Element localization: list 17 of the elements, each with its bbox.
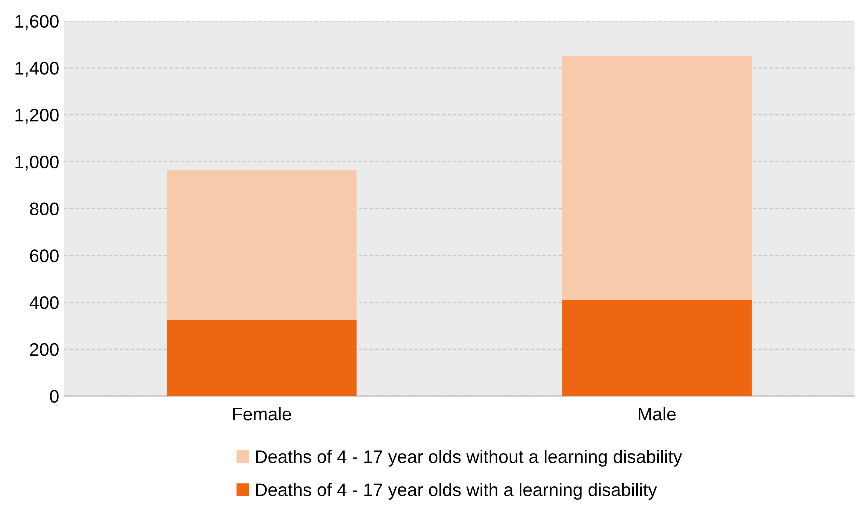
x-tick-label: Female (233, 407, 292, 421)
bar (167, 320, 357, 396)
y-tick-label: 1,000 (16, 156, 59, 171)
y-tick-label: 1,400 (16, 62, 59, 78)
y-tick-label: 1,200 (16, 108, 59, 124)
legend-label: Deaths of 4 - 17 year olds with a learning disability (256, 483, 658, 500)
y-tick-label: 0 (50, 390, 59, 404)
y-tick-label: 1,600 (16, 15, 59, 30)
bar (167, 170, 357, 320)
bar (562, 300, 752, 396)
y-tick-label: 400 (30, 296, 59, 310)
legend-label: Deaths of 4 - 17 year olds without a learning disability (256, 450, 682, 467)
y-tick-label: 200 (30, 343, 59, 356)
y-tick-label: 800 (30, 202, 59, 216)
y-tick-label: 600 (30, 250, 59, 262)
x-tick-label: Male (639, 407, 676, 421)
bar (562, 56, 752, 300)
